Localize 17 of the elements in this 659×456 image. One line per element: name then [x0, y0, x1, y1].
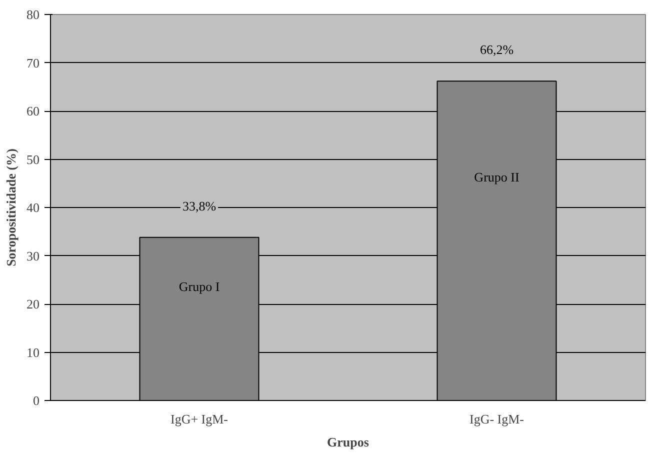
y-tick-label: 60 — [26, 104, 40, 118]
x-tick-label: IgG+ IgM- — [170, 412, 228, 426]
x-axis-title: Grupos — [327, 434, 369, 450]
y-tick-label: 0 — [33, 393, 40, 408]
x-tick-label: IgG- IgM- — [469, 412, 524, 426]
y-axis-title: Soropositividade (%) — [4, 148, 18, 266]
y-tick-label: 30 — [26, 248, 40, 264]
y-tick-label: 40 — [26, 200, 40, 215]
y-tick-label: 50 — [26, 152, 40, 167]
data-label: 33,8% — [182, 198, 216, 214]
y-tick-label: 10 — [26, 344, 40, 360]
annotation: Grupo I — [178, 278, 220, 294]
y-tick-label: 70 — [26, 55, 40, 70]
y-tick-label: 20 — [26, 296, 40, 312]
y-tick-label: 80 — [26, 7, 40, 22]
data-label: 66,2% — [480, 42, 514, 58]
annotation: Grupo II — [474, 169, 520, 184]
